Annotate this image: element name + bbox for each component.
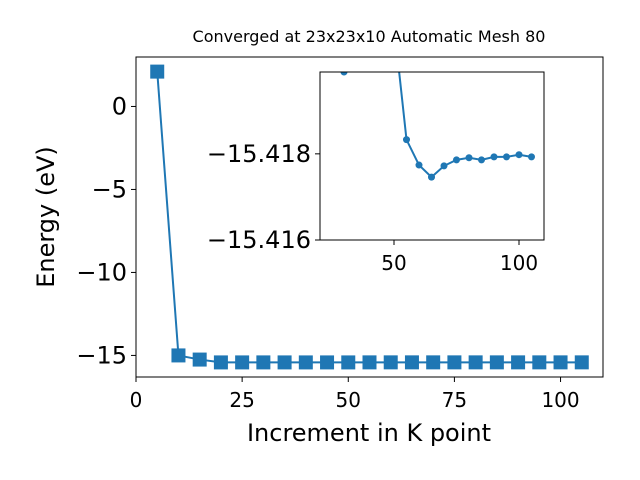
y-tick-label: 0 bbox=[112, 92, 127, 120]
marker bbox=[171, 348, 186, 363]
marker bbox=[447, 355, 462, 370]
marker bbox=[213, 355, 228, 370]
marker bbox=[574, 355, 589, 370]
x-tick-label: 100 bbox=[500, 251, 538, 275]
axes-frame bbox=[319, 71, 545, 241]
x-tick-label: 50 bbox=[381, 251, 406, 275]
marker bbox=[426, 355, 441, 370]
plot-area bbox=[340, 72, 535, 181]
marker bbox=[298, 355, 313, 370]
marker bbox=[468, 355, 483, 370]
marker bbox=[532, 355, 547, 370]
y-tick-label: −10 bbox=[76, 258, 127, 286]
marker bbox=[277, 355, 292, 370]
chart-title: Converged at 23x23x10 Automatic Mesh 80 bbox=[193, 27, 546, 46]
x-tick-label: 75 bbox=[442, 388, 467, 412]
x-tick-label: 50 bbox=[336, 388, 361, 412]
marker bbox=[320, 355, 335, 370]
marker bbox=[235, 355, 250, 370]
marker bbox=[341, 355, 356, 370]
marker bbox=[150, 64, 165, 79]
marker bbox=[478, 156, 485, 164]
plot-area bbox=[150, 64, 589, 370]
marker bbox=[362, 355, 377, 370]
y-tick-label: −15.416 bbox=[207, 226, 311, 254]
x-axis-label: Increment in K point bbox=[247, 419, 491, 447]
line bbox=[344, 72, 532, 179]
marker bbox=[511, 355, 526, 370]
x-tick-label: 25 bbox=[229, 388, 254, 412]
marker bbox=[503, 153, 510, 161]
marker bbox=[403, 136, 410, 144]
marker bbox=[340, 72, 348, 76]
y-tick-label: −5 bbox=[92, 175, 127, 203]
axes-frame bbox=[135, 56, 604, 378]
x-tick-label: 0 bbox=[130, 388, 143, 412]
y-axis-label: Energy (eV) bbox=[32, 146, 60, 288]
marker bbox=[490, 153, 498, 161]
marker bbox=[440, 162, 448, 170]
y-tick-label: −15 bbox=[76, 341, 127, 369]
marker bbox=[515, 151, 523, 159]
marker bbox=[453, 156, 460, 164]
x-tick-label: 100 bbox=[541, 388, 579, 412]
marker bbox=[528, 153, 535, 161]
marker bbox=[428, 173, 435, 181]
marker bbox=[553, 355, 568, 370]
y-tick-label: −15.418 bbox=[207, 140, 311, 168]
marker bbox=[489, 355, 504, 370]
line bbox=[156, 71, 582, 364]
marker bbox=[465, 154, 473, 162]
marker bbox=[415, 161, 423, 169]
marker bbox=[192, 352, 207, 367]
marker bbox=[256, 355, 271, 370]
marker bbox=[404, 355, 419, 370]
marker bbox=[383, 355, 398, 370]
